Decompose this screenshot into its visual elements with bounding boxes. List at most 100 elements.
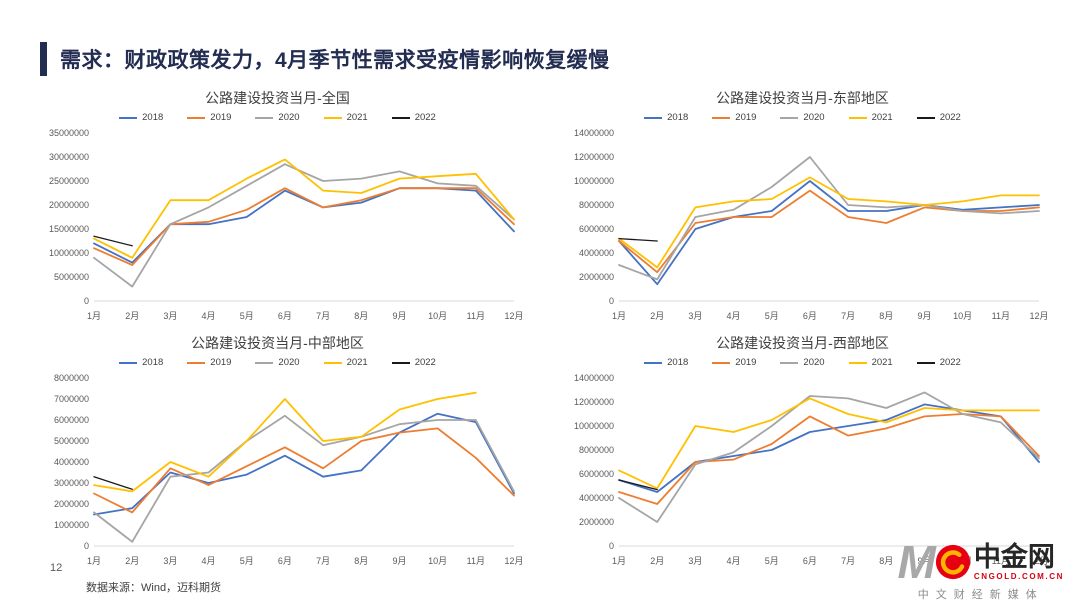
legend-label-2018: 2018 (142, 112, 164, 123)
chart-national: 公路建设投资当月-全国 2018 2019 2020 2021 2022 0 500000… (28, 88, 527, 325)
x-tick-label: 5月 (240, 311, 254, 321)
legend-swatch-2021 (323, 361, 342, 364)
x-tick-label: 7月 (841, 311, 855, 321)
x-tick-label: 7月 (316, 311, 330, 321)
legend-label-2020: 2020 (803, 112, 825, 123)
chart-plot: 0 5000000 10000000 15000000 20000000 25000000… (28, 125, 527, 325)
x-tick-label: 2月 (125, 556, 139, 566)
y-tick-label: 10000000 (574, 176, 614, 186)
x-tick-label: 11月 (467, 311, 485, 321)
legend-item-2022: 2022 (391, 112, 436, 123)
series-line-2021 (93, 391, 477, 493)
legend-item-2019: 2019 (712, 357, 756, 368)
series-line-2018 (618, 403, 1040, 493)
series-line-2022 (93, 235, 133, 247)
x-tick-label: 8月 (879, 556, 893, 566)
charts-grid: 公路建设投资当月-全国 2018 2019 2020 2021 2022 0 500000… (28, 88, 1052, 570)
legend-label-2018: 2018 (667, 357, 689, 368)
x-tick-label: 12月 (1029, 311, 1048, 321)
legend-item-2020: 2020 (255, 357, 300, 368)
x-tick-label: 3月 (163, 556, 177, 566)
legend-swatch-2022 (391, 116, 410, 119)
y-tick-label: 25000000 (49, 176, 89, 186)
series-line-2022 (618, 479, 658, 491)
legend-label-2021: 2021 (871, 357, 893, 368)
y-tick-label: 6000000 (54, 415, 89, 425)
legend-label-2019: 2019 (735, 357, 757, 368)
x-tick-label: 6月 (278, 311, 292, 321)
line-chart-canvas: 0 2000000 4000000 6000000 8000000 10000000 120… (574, 128, 1049, 321)
legend-item-2021: 2021 (323, 357, 368, 368)
y-tick-label: 6000000 (579, 224, 614, 234)
y-tick-label: 3000000 (54, 478, 89, 488)
chart-western: 公路建设投资当月-西部地区 2018 2019 2020 2021 2022 0 2000… (553, 333, 1052, 570)
brand-domain: CNGOLD.COM.CN (973, 571, 1064, 581)
legend-swatch-2018 (119, 116, 138, 119)
chart-plot: 0 2000000 4000000 6000000 8000000 10000000 120… (553, 370, 1052, 570)
x-tick-label: 9月 (392, 311, 406, 321)
legend-label-2021: 2021 (346, 112, 368, 123)
y-tick-label: 0 (609, 541, 614, 551)
x-tick-label: 1月 (87, 311, 101, 321)
chart-title-national: 公路建设投资当月-全国 (205, 90, 350, 106)
x-tick-label: 10月 (428, 311, 447, 321)
y-tick-label: 12000000 (574, 397, 614, 407)
chart-title-eastern: 公路建设投资当月-东部地区 (716, 90, 889, 106)
legend-label-2020: 2020 (278, 357, 300, 368)
cngold-swirl-icon (935, 545, 970, 580)
legend-label-2019: 2019 (735, 112, 757, 123)
x-tick-label: 3月 (688, 556, 702, 566)
legend-item-2018: 2018 (119, 112, 163, 123)
series-line-2019 (93, 427, 515, 514)
y-tick-label: 35000000 (49, 128, 89, 138)
legend-label-2020: 2020 (278, 112, 300, 123)
legend-item-2018: 2018 (119, 357, 163, 368)
y-tick-label: 10000000 (574, 421, 614, 431)
x-tick-label: 8月 (354, 556, 368, 566)
legend-swatch-2020 (255, 116, 274, 119)
line-chart-canvas: 0 5000000 10000000 15000000 20000000 25000000… (49, 128, 524, 321)
legend-label-2018: 2018 (142, 357, 164, 368)
series-line-2020 (93, 414, 515, 543)
x-tick-label: 1月 (87, 556, 101, 566)
x-tick-label: 11月 (992, 556, 1010, 566)
x-tick-label: 6月 (803, 311, 817, 321)
legend-label-2018: 2018 (667, 112, 689, 123)
x-tick-label: 3月 (163, 311, 177, 321)
y-tick-label: 8000000 (579, 445, 614, 455)
y-tick-label: 2000000 (54, 499, 89, 509)
x-tick-label: 11月 (467, 556, 485, 566)
y-tick-label: 4000000 (54, 457, 89, 467)
legend-label-2019: 2019 (210, 357, 232, 368)
legend-item-2022: 2022 (391, 357, 436, 368)
y-tick-label: 8000000 (54, 373, 89, 383)
x-tick-label: 2月 (650, 311, 664, 321)
legend-item-2019: 2019 (187, 357, 231, 368)
x-tick-label: 8月 (879, 311, 893, 321)
y-tick-label: 6000000 (579, 469, 614, 479)
chart-plot: 0 1000000 2000000 3000000 4000000 5000000 6000… (28, 370, 527, 570)
x-tick-label: 8月 (354, 311, 368, 321)
cngold-logo-row: M 中金网 CNGOLD.COM.CN (898, 538, 1064, 584)
legend-swatch-2021 (848, 361, 867, 364)
series-line-2021 (93, 158, 515, 259)
legend-item-2021: 2021 (848, 357, 893, 368)
x-tick-label: 1月 (612, 556, 626, 566)
legend-label-2020: 2020 (803, 357, 825, 368)
chart-title-central: 公路建设投资当月-中部地区 (191, 335, 364, 351)
x-tick-label: 4月 (726, 556, 740, 566)
series-line-2018 (93, 412, 515, 516)
x-tick-label: 1月 (612, 311, 626, 321)
chart-title-western: 公路建设投资当月-西部地区 (716, 335, 889, 351)
page-title: 需求：财政政策发力，4月季节性需求受疫情影响恢复缓慢 (60, 49, 610, 72)
x-tick-label: 12月 (504, 311, 523, 321)
y-tick-label: 7000000 (54, 394, 89, 404)
legend-swatch-2021 (323, 116, 342, 119)
line-chart-canvas: 0 2000000 4000000 6000000 8000000 10000000 120… (574, 373, 1049, 566)
brand-tagline: 中文财经新媒体 (917, 589, 1044, 601)
page-number: 12 (50, 562, 63, 574)
x-tick-label: 2月 (650, 556, 664, 566)
brand-name: 中金网 (973, 541, 1055, 572)
legend-item-2019: 2019 (712, 112, 756, 123)
chart-legend: 2018 2019 2020 2021 2022 (28, 110, 527, 125)
